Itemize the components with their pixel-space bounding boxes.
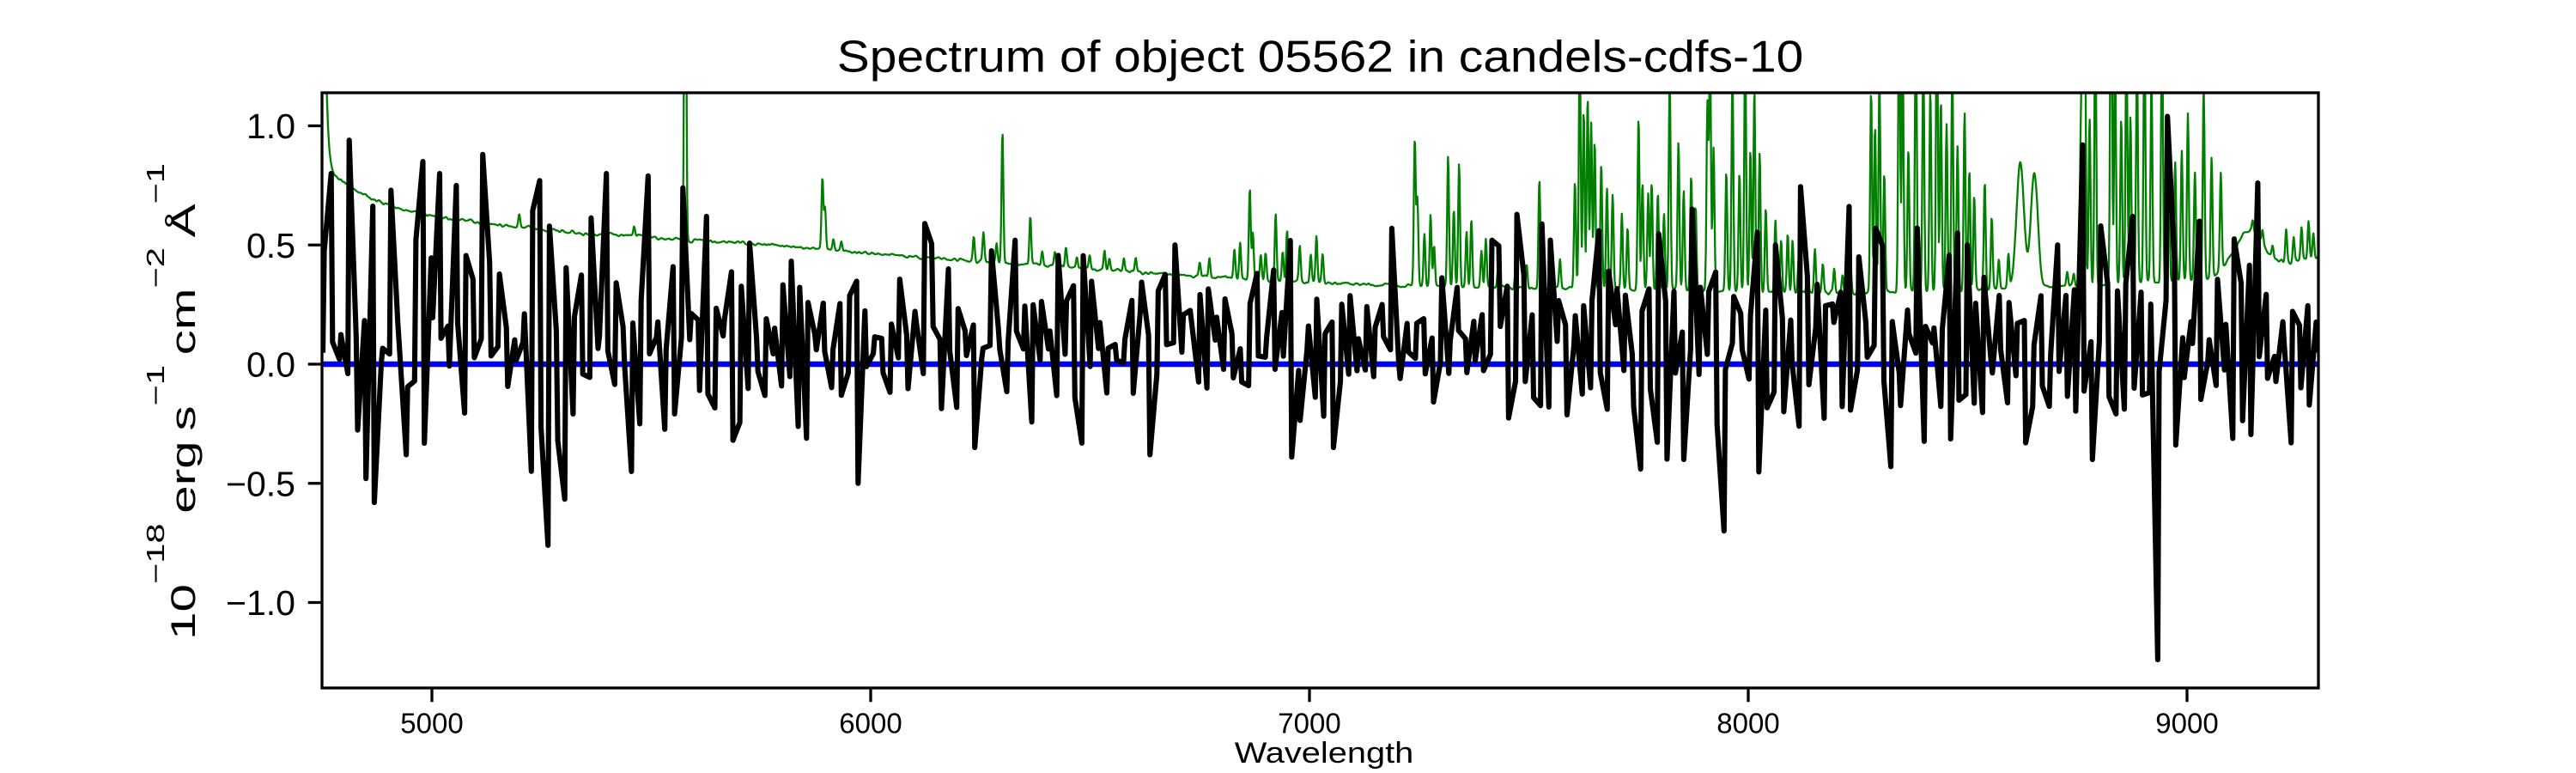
svg-text:0.0: 0.0	[246, 345, 295, 385]
svg-text:9000: 9000	[2155, 708, 2218, 740]
svg-text:1.0: 1.0	[246, 107, 295, 146]
svg-text:6000: 6000	[839, 708, 902, 740]
svg-text:−0.5: −0.5	[226, 464, 295, 503]
svg-text:7000: 7000	[1278, 708, 1340, 740]
svg-text:5000: 5000	[400, 708, 463, 740]
svg-text:−1.0: −1.0	[226, 583, 295, 623]
svg-text:Spectrum of object 05562 in ca: Spectrum of object 05562 in candels-cdfs…	[837, 32, 1803, 82]
svg-text:0.5: 0.5	[246, 226, 295, 265]
svg-text:Wavelength: Wavelength	[1235, 737, 1414, 770]
svg-text:8000: 8000	[1716, 708, 1779, 740]
